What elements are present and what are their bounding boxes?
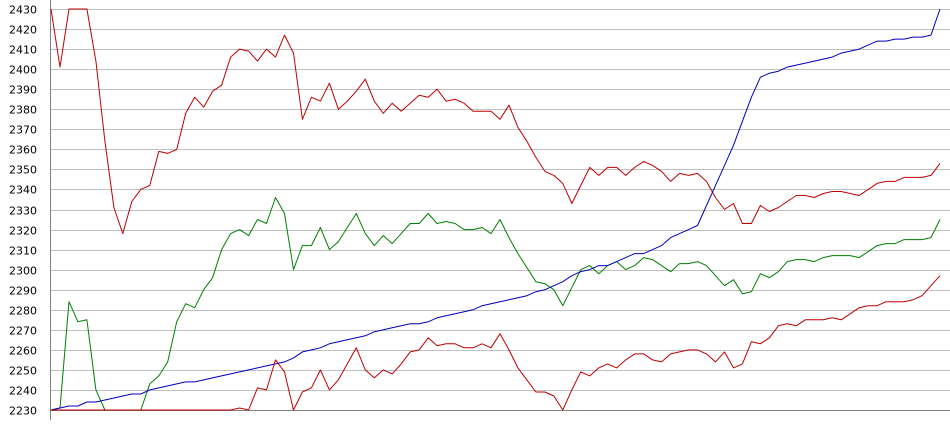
y-tick-label: 2410 bbox=[9, 44, 37, 57]
y-tick-label: 2270 bbox=[9, 325, 37, 338]
series-line-upper_red bbox=[51, 9, 940, 234]
y-tick-label: 2430 bbox=[9, 4, 37, 17]
y-tick-label: 2360 bbox=[9, 144, 37, 157]
y-tick-label: 2240 bbox=[9, 385, 37, 398]
y-tick-label: 2330 bbox=[9, 205, 37, 218]
y-tick-label: 2420 bbox=[9, 24, 37, 37]
series-line-green bbox=[51, 198, 940, 411]
y-tick-label: 2340 bbox=[9, 184, 37, 197]
y-tick-label: 2320 bbox=[9, 225, 37, 238]
y-tick-labels: 2230 2240 2250 2260 2270 2280 2290 2300 2310 2320… bbox=[9, 4, 37, 418]
y-tick-label: 2250 bbox=[9, 365, 37, 378]
y-tick-label: 2370 bbox=[9, 124, 37, 137]
grid-lines bbox=[51, 10, 950, 411]
y-tick-label: 2230 bbox=[9, 405, 37, 418]
y-tick-label: 2300 bbox=[9, 265, 37, 278]
y-tick-label: 2280 bbox=[9, 305, 37, 318]
y-tick-label: 2380 bbox=[9, 104, 37, 117]
y-tick-label: 2390 bbox=[9, 84, 37, 97]
y-tick-label: 2260 bbox=[9, 345, 37, 358]
series-line-lower_red bbox=[51, 276, 940, 410]
y-tick-label: 2400 bbox=[9, 64, 37, 77]
y-tick-label: 2310 bbox=[9, 245, 37, 258]
y-tick-label: 2350 bbox=[9, 164, 37, 177]
y-tick-label: 2290 bbox=[9, 285, 37, 298]
